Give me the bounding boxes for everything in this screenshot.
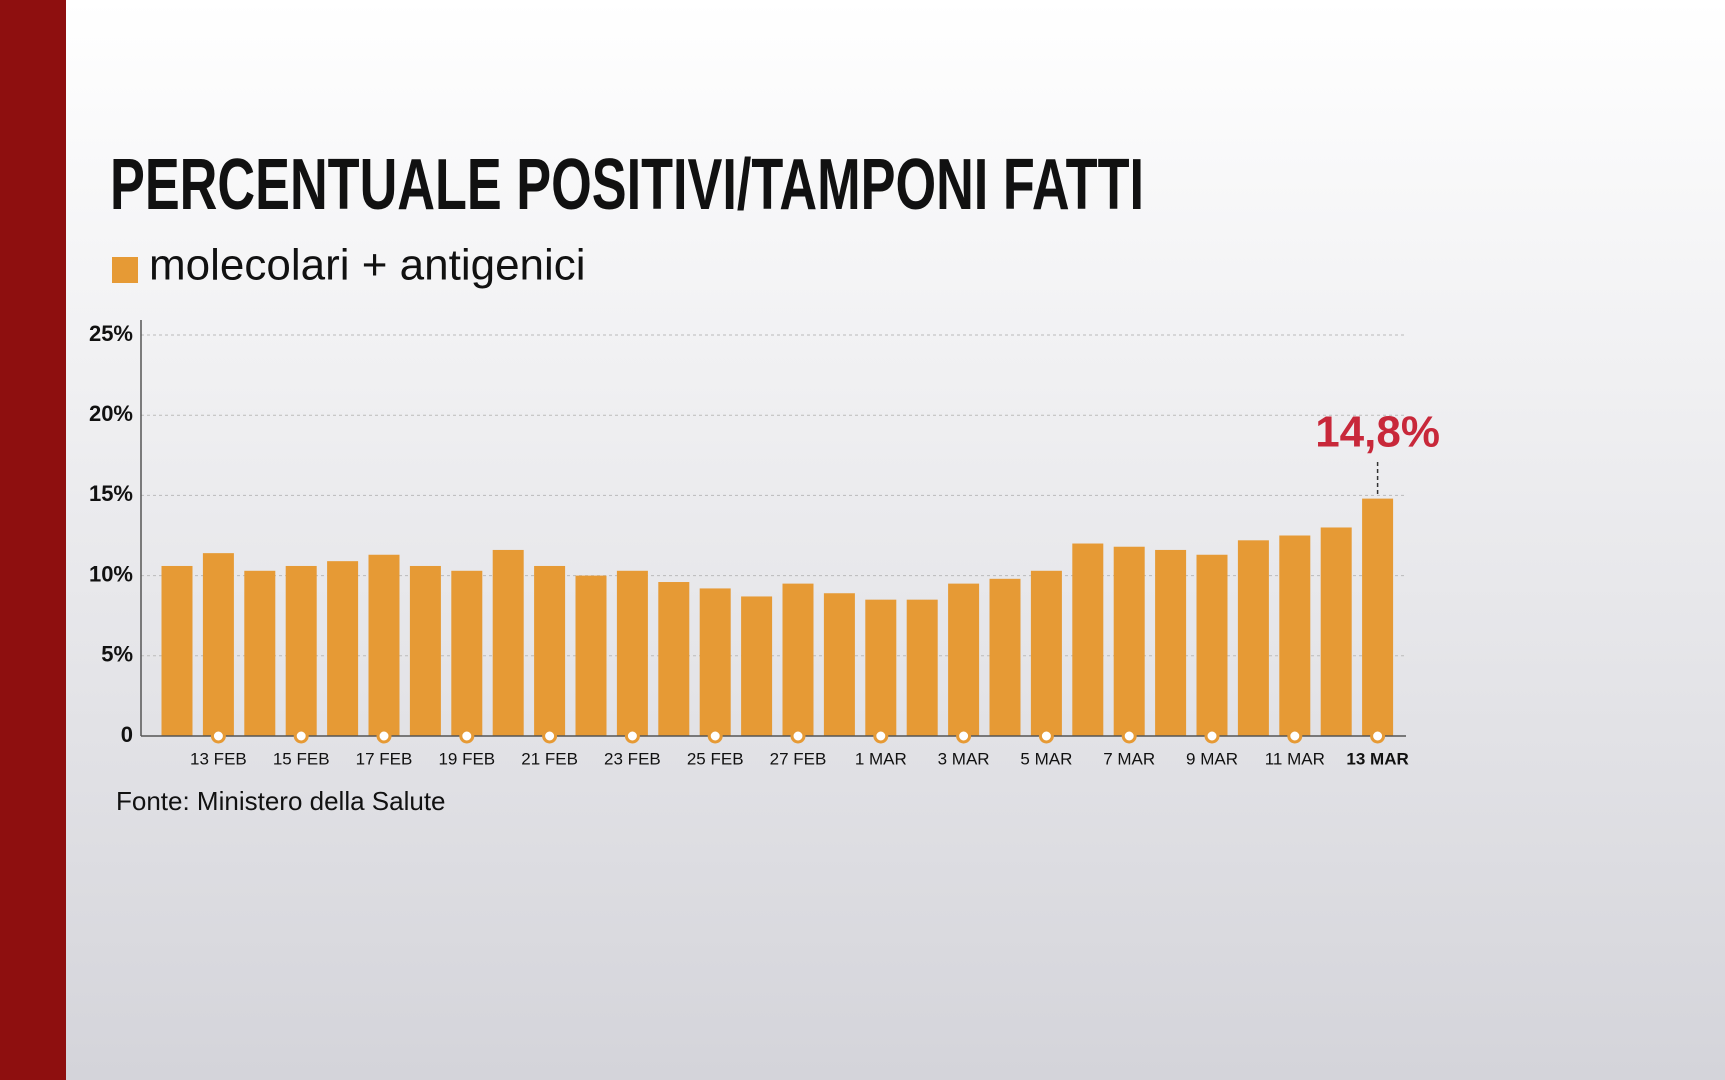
axis-dot [376,728,392,744]
axis-dot [624,728,640,744]
x-tick-label: 21 FEB [521,749,578,768]
bar [1237,540,1269,736]
bar [1196,554,1228,736]
x-tick-label: 19 FEB [438,749,495,768]
x-tick-label: 23 FEB [604,749,661,768]
axis-dot [790,728,806,744]
bar [1362,498,1394,736]
axis-dot [707,728,723,744]
x-tick-label: 17 FEB [356,749,413,768]
bar [1320,527,1352,736]
bar [865,599,897,736]
bar [948,583,980,736]
y-tick-label: 20% [89,401,133,426]
axis-dot [873,728,889,744]
x-tick-label: 1 MAR [855,749,907,768]
x-tick-label: 7 MAR [1103,749,1155,768]
axis-dot [1204,728,1220,744]
axis-dot [1370,728,1386,744]
side-band [0,0,66,1080]
value-label: 14,8% [1315,408,1440,457]
bar [451,570,483,736]
legend-swatch [112,257,138,283]
plot: 0 5% 10% 15% 20% 25% 13 FEB 15 FEB 17 FEB 19 FEB 2… [89,320,1440,768]
bar [782,583,814,736]
bar [244,570,276,736]
bar [989,578,1021,736]
bar [699,588,731,736]
axis-dot [542,728,558,744]
chart-title: PERCENTUALE POSITIVI/TAMPONI FATTI [110,145,1144,225]
bar [906,599,938,736]
x-tick-label: 27 FEB [770,749,827,768]
bar [409,565,441,736]
bar [534,565,566,736]
source: Fonte: Ministero della Salute [116,786,446,816]
bar [1030,570,1062,736]
x-tick-label: 13 MAR [1346,749,1408,768]
bar [492,549,524,736]
bar [1072,543,1104,736]
bar [161,565,193,736]
bar [285,565,317,736]
bar [1279,535,1311,736]
bar [616,570,648,736]
legend-label: molecolari + antigenici [149,241,586,290]
y-tick-label: 5% [101,642,133,667]
bar [575,575,607,736]
bar [658,582,690,736]
bar [1113,546,1145,736]
axis-dot [1038,728,1054,744]
axis-dot [210,728,226,744]
y-tick-label: 25% [89,321,133,346]
axis-dot [459,728,475,744]
bar [1155,549,1187,736]
y-tick-label: 15% [89,481,133,506]
x-tick-label: 11 MAR [1265,749,1325,768]
bar [202,553,234,736]
bar [823,593,855,736]
bar [368,554,400,736]
axis-dot [1121,728,1137,744]
x-tick-label: 13 FEB [190,749,247,768]
x-tick-label: 15 FEB [273,749,330,768]
bar [741,596,773,736]
y-tick-label: 10% [89,561,133,586]
x-tick-label: 5 MAR [1020,749,1072,768]
x-tick-label: 3 MAR [938,749,990,768]
x-tick-label: 9 MAR [1186,749,1238,768]
axis-dot [1287,728,1303,744]
y-tick-label: 0 [121,722,133,747]
bar [327,561,359,736]
x-tick-label: 25 FEB [687,749,744,768]
axis-dot [293,728,309,744]
axis-dot [956,728,972,744]
